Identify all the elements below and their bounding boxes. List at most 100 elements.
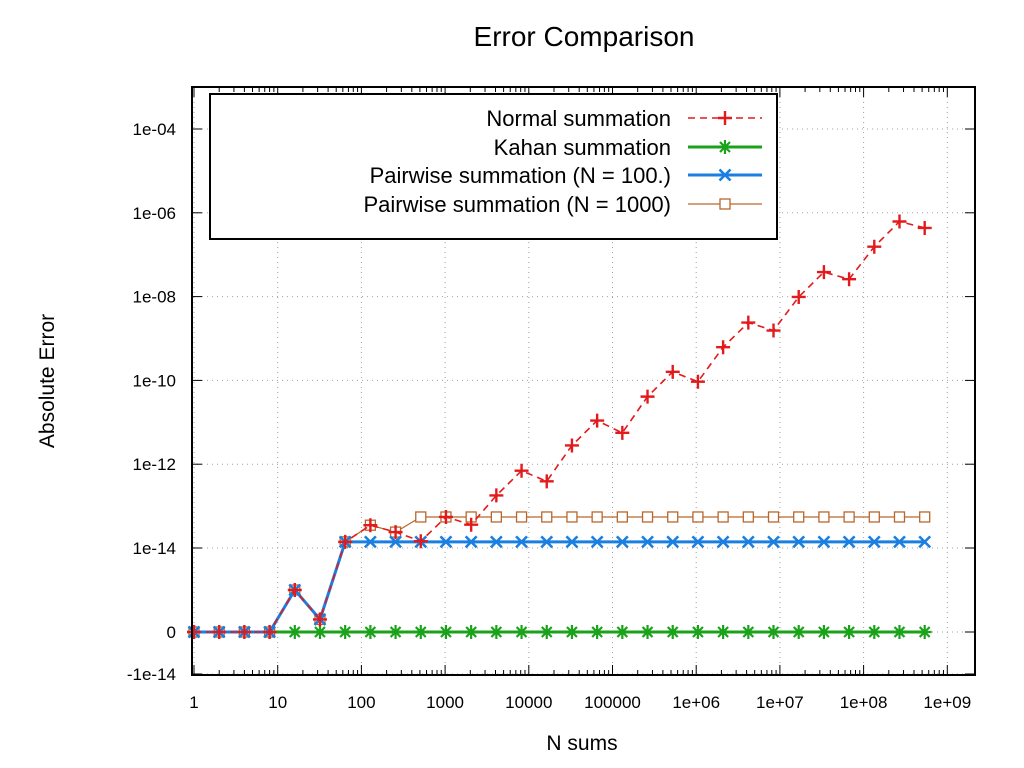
data-point <box>792 535 806 549</box>
data-point <box>842 535 856 549</box>
data-point <box>818 511 830 523</box>
data-point <box>464 535 478 549</box>
y-tick-label: 1e-08 <box>133 288 176 307</box>
data-point <box>515 535 528 549</box>
data-point <box>464 517 479 532</box>
data-point <box>867 239 882 254</box>
data-point <box>741 535 755 549</box>
data-point <box>917 220 932 235</box>
x-axis-title: N sums <box>546 732 617 755</box>
legend-label: Normal summation <box>486 106 671 131</box>
legend-marker <box>718 140 732 154</box>
y-tick-label: 1e-10 <box>133 371 176 390</box>
y-tick-label: 1e-06 <box>133 204 176 223</box>
data-point <box>514 463 529 478</box>
data-point <box>816 265 831 280</box>
data-point <box>917 625 932 639</box>
data-point <box>717 511 729 523</box>
data-point <box>566 511 578 523</box>
data-point <box>615 535 629 549</box>
data-point <box>791 625 806 639</box>
y-tick-label: 1e-12 <box>133 455 176 474</box>
series-1 <box>187 625 932 639</box>
data-point <box>541 511 553 523</box>
data-point <box>615 625 630 639</box>
data-point <box>842 625 857 639</box>
data-point <box>793 511 805 523</box>
data-point <box>640 625 655 639</box>
data-point <box>187 625 201 639</box>
data-point <box>489 535 503 549</box>
data-point <box>716 625 731 639</box>
x-tick-label: 10000 <box>505 693 552 712</box>
data-point <box>413 534 428 549</box>
legend-marker <box>719 198 731 210</box>
y-tick-label: 1e-04 <box>133 120 176 139</box>
data-point <box>464 625 479 639</box>
x-tick-label: 1e+08 <box>840 693 888 712</box>
data-point <box>590 625 605 639</box>
x-tick-label: 1e+06 <box>672 693 720 712</box>
data-point <box>716 535 730 549</box>
legend-label: Pairwise summation (N = 100.) <box>370 163 671 188</box>
series-0 <box>187 214 932 639</box>
series-lines <box>187 214 932 639</box>
data-point <box>641 535 654 549</box>
series-line <box>194 220 925 633</box>
data-point <box>691 535 705 549</box>
data-point <box>741 315 756 330</box>
plot-frame <box>191 86 976 676</box>
data-point <box>439 535 453 549</box>
legend-box <box>209 93 778 240</box>
data-point <box>388 625 403 639</box>
data-point <box>868 511 880 523</box>
data-point <box>817 535 831 549</box>
data-point <box>514 625 529 639</box>
data-point <box>791 289 806 304</box>
legend-marker <box>718 111 732 125</box>
data-point <box>438 509 453 524</box>
data-point <box>615 425 630 440</box>
data-point <box>338 625 353 639</box>
data-point <box>338 534 353 549</box>
data-point <box>590 535 604 549</box>
data-point <box>918 535 932 549</box>
data-point <box>690 625 705 639</box>
data-point <box>767 535 780 549</box>
data-point <box>690 374 705 389</box>
x-tick-label: 1 <box>189 693 198 712</box>
data-point <box>741 625 756 639</box>
data-point <box>590 413 605 428</box>
data-point <box>312 612 327 627</box>
data-point <box>766 323 781 338</box>
data-point <box>489 488 504 503</box>
data-point <box>767 511 780 523</box>
data-point <box>539 625 554 639</box>
data-point <box>490 511 503 523</box>
data-point <box>665 625 680 639</box>
legend-marker <box>718 168 732 182</box>
series-3 <box>188 511 931 638</box>
data-point <box>766 625 781 639</box>
data-point <box>262 625 277 639</box>
data-point <box>893 535 906 549</box>
legend: Normal summation Kahan summation Pairwise … <box>209 93 778 240</box>
data-point <box>540 535 554 549</box>
data-point <box>363 518 378 533</box>
data-point <box>565 535 579 549</box>
x-tick-label: 1e+07 <box>756 693 804 712</box>
y-tick-label: 0 <box>167 623 176 642</box>
data-point <box>843 511 855 523</box>
data-point <box>363 535 377 549</box>
x-tick-label: 100000 <box>584 693 641 712</box>
legend-label: Kahan summation <box>494 135 671 160</box>
data-point <box>867 535 881 549</box>
data-point <box>591 511 603 523</box>
data-point <box>237 625 252 639</box>
legend-label: Pairwise summation (N = 1000) <box>363 192 671 217</box>
x-tick-label: 10 <box>268 693 287 712</box>
data-point <box>842 272 857 287</box>
data-point <box>564 438 579 453</box>
data-point <box>389 535 402 549</box>
